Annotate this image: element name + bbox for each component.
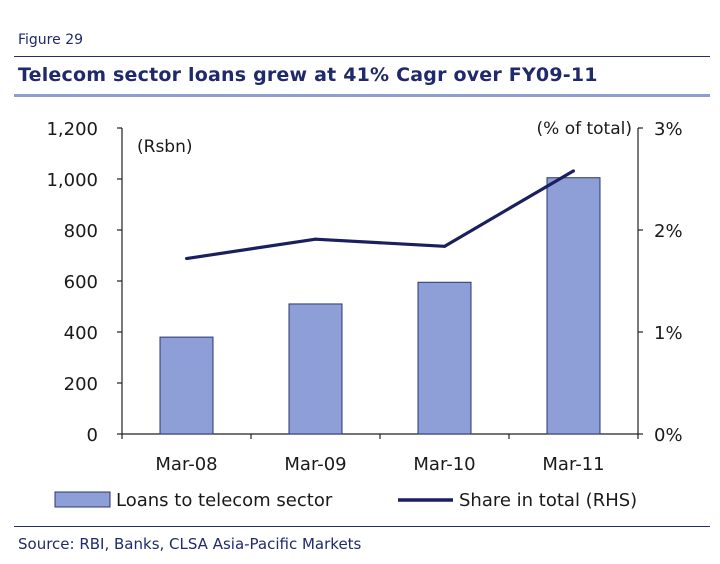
x-axis: Mar-08 Mar-09 Mar-10 Mar-11	[121, 433, 639, 475]
line-point	[443, 244, 446, 248]
legend-bar-swatch	[54, 491, 111, 508]
chart-title: Telecom sector loans grew at 41% Cagr ov…	[18, 64, 598, 86]
bar	[288, 303, 343, 435]
bar	[417, 281, 472, 435]
right-tick-label: 0%	[654, 425, 683, 446]
x-tick-label: Mar-10	[413, 454, 475, 475]
left-axis: 0 200 400 600 800 1,000 1,200	[46, 119, 123, 446]
left-axis-unit-label: (Rsbn)	[137, 137, 193, 157]
x-tick-label: Mar-11	[542, 454, 604, 475]
right-axis: 0% 1% 2% 3%	[637, 119, 683, 446]
right-tick-label: 2%	[654, 221, 683, 242]
figure-label: Figure 29	[18, 32, 84, 48]
right-tick-label: 1%	[654, 323, 683, 344]
left-tick-label: 1,200	[46, 119, 98, 140]
left-tick-label: 200	[64, 374, 98, 395]
right-axis-unit-label: (% of total)	[537, 119, 632, 139]
bottom-rule	[14, 526, 710, 527]
left-tick-label: 400	[64, 323, 98, 344]
title-underline	[14, 94, 710, 97]
left-tick-label: 0	[87, 425, 98, 446]
line-point	[572, 169, 575, 173]
line-series	[185, 169, 575, 261]
left-tick-label: 800	[64, 221, 98, 242]
legend-line-label: Share in total (RHS)	[459, 490, 637, 511]
left-tick-label: 1,000	[46, 170, 98, 191]
x-tick-label: Mar-09	[284, 454, 346, 475]
share-line	[186, 169, 575, 261]
legend-bar-label: Loans to telecom sector	[116, 490, 333, 511]
bar-series	[159, 177, 601, 435]
line-point	[185, 257, 188, 261]
x-tick-label: Mar-08	[155, 454, 217, 475]
line-point	[314, 237, 317, 241]
legend: Loans to telecom sector Share in total (…	[54, 490, 637, 511]
bar	[159, 336, 214, 435]
left-tick-label: 600	[64, 272, 98, 293]
right-tick-label: 3%	[654, 119, 683, 140]
source-note: Source: RBI, Banks, CLSA Asia-Pacific Ma…	[18, 535, 362, 553]
top-rule	[14, 56, 710, 57]
bar	[546, 177, 601, 435]
